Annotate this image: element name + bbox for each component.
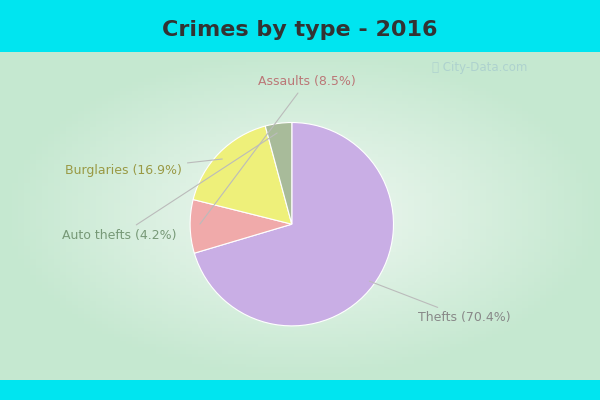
Text: Crimes by type - 2016: Crimes by type - 2016: [162, 20, 438, 40]
Wedge shape: [190, 200, 292, 253]
Text: Assaults (8.5%): Assaults (8.5%): [200, 75, 355, 224]
Wedge shape: [265, 122, 292, 224]
Wedge shape: [193, 126, 292, 224]
Wedge shape: [194, 122, 394, 326]
Text: Auto thefts (4.2%): Auto thefts (4.2%): [62, 133, 277, 242]
Text: Thefts (70.4%): Thefts (70.4%): [370, 281, 511, 324]
Text: ⓘ City-Data.com: ⓘ City-Data.com: [432, 62, 527, 74]
Text: Burglaries (16.9%): Burglaries (16.9%): [65, 159, 222, 176]
